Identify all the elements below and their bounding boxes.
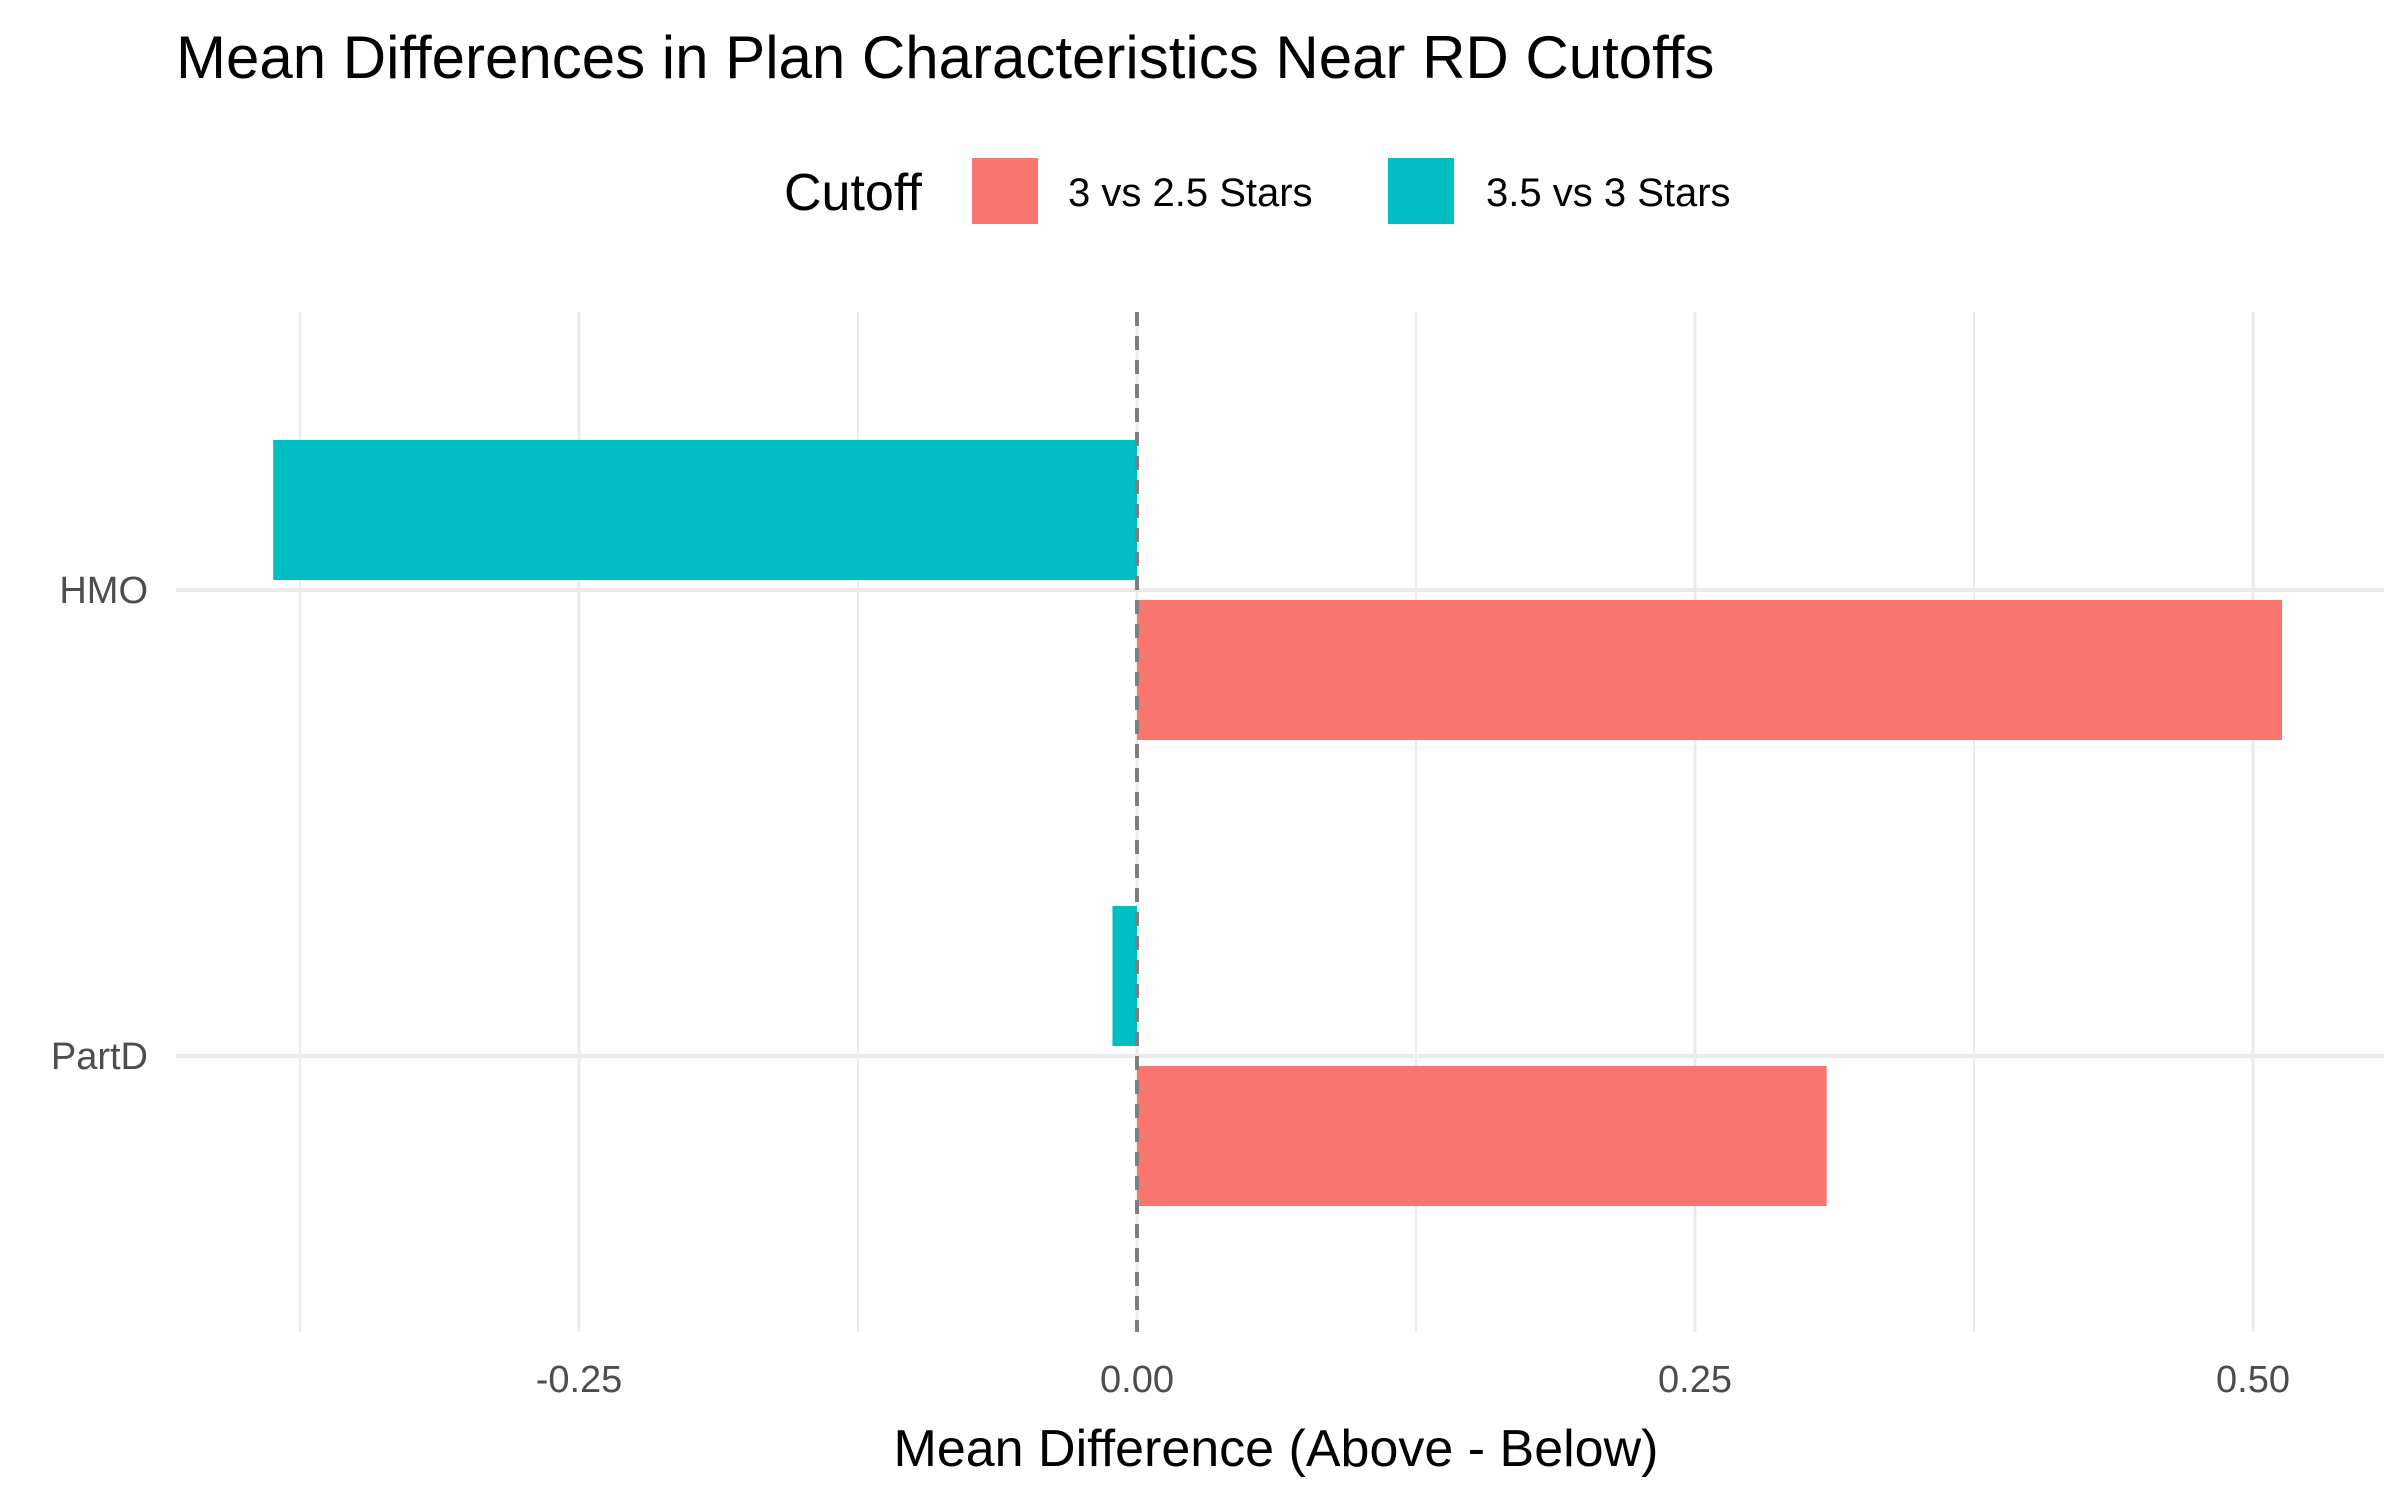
- x-tick-label-2: 0.25: [1658, 1359, 1732, 1401]
- bar-hmo-series-1: [1137, 600, 2283, 740]
- y-tick-label-partd: PartD: [51, 1036, 148, 1078]
- legend-title: Cutoff: [784, 164, 922, 222]
- bar-hmo-series-2: [273, 440, 1137, 580]
- legend-swatch-series-2: [1388, 158, 1454, 224]
- x-tick-label-1: 0.00: [1100, 1359, 1174, 1401]
- x-tick-label-3: 0.50: [2216, 1359, 2290, 1401]
- plot-area: HMO PartD -0.25 0.00 0.25 0.50: [51, 312, 2384, 1401]
- bar-partd-series-2: [1112, 906, 1137, 1046]
- legend-label-series-2: 3.5 vs 3 Stars: [1486, 171, 1731, 215]
- x-axis-title: Mean Difference (Above - Below): [894, 1420, 1659, 1478]
- chart-title: Mean Differences in Plan Characteristics…: [176, 24, 1714, 91]
- legend-label-series-1: 3 vs 2.5 Stars: [1068, 171, 1313, 215]
- legend: Cutoff 3 vs 2.5 Stars 3.5 vs 3 Stars: [784, 158, 1731, 224]
- x-tick-label-0: -0.25: [536, 1359, 623, 1401]
- y-tick-label-hmo: HMO: [59, 570, 148, 612]
- legend-swatch-series-1: [972, 158, 1038, 224]
- bar-partd-series-1: [1137, 1066, 1827, 1206]
